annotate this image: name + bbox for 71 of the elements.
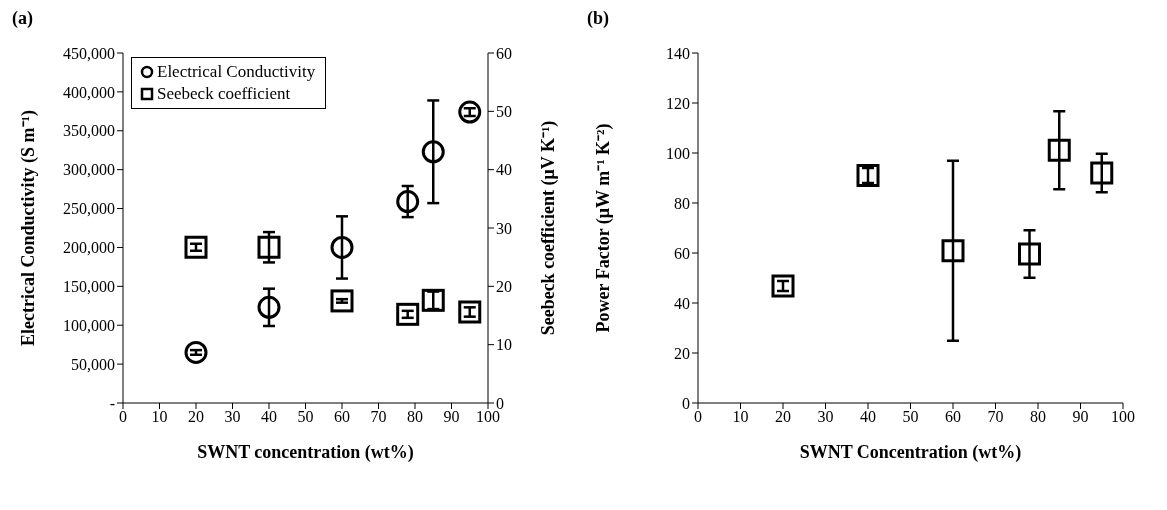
x-tick-label: 0 bbox=[694, 408, 702, 426]
y-tick-label: 200,000 bbox=[63, 239, 115, 257]
x-tick-label: 30 bbox=[224, 408, 241, 426]
y-tick-label: 80 bbox=[674, 194, 690, 212]
y2-axis-title: Seebeck coefficient (μV K⁻¹) bbox=[538, 120, 560, 336]
y-tick-label: 140 bbox=[666, 44, 690, 62]
y-tick-label: 350,000 bbox=[63, 122, 115, 140]
y-tick-label: 50,000 bbox=[71, 355, 115, 373]
y-tick-label: 100 bbox=[666, 144, 690, 162]
legend-label: Seebeck coefficient bbox=[157, 83, 291, 105]
x-tick-label: 90 bbox=[443, 408, 460, 426]
x-tick-label: 90 bbox=[1072, 408, 1089, 426]
y2-tick-label: 40 bbox=[496, 161, 512, 179]
point bbox=[257, 295, 281, 319]
x-tick-label: 60 bbox=[945, 408, 961, 426]
x-tick-label: 40 bbox=[261, 408, 277, 426]
point bbox=[771, 274, 795, 298]
x-tick-label: 80 bbox=[1030, 408, 1046, 426]
chart-title: (a) bbox=[11, 8, 34, 30]
x-tick-label: 10 bbox=[151, 408, 168, 426]
x-tick-label: 20 bbox=[188, 408, 204, 426]
point bbox=[941, 239, 965, 263]
y2-tick-label: 60 bbox=[496, 44, 512, 62]
point bbox=[396, 302, 420, 326]
point bbox=[458, 300, 482, 324]
point bbox=[1018, 242, 1041, 266]
x-tick-label: 20 bbox=[775, 408, 791, 426]
y-tick-label: 150,000 bbox=[63, 278, 115, 296]
point bbox=[1090, 161, 1114, 185]
y-tick-label: 100,000 bbox=[63, 316, 115, 334]
x-axis-title: SWNT concentration (wt%) bbox=[197, 442, 414, 463]
x-tick-label: 10 bbox=[732, 408, 749, 426]
y-tick-label: 60 bbox=[674, 244, 690, 262]
point bbox=[330, 235, 354, 259]
y-tick-label: 400,000 bbox=[63, 83, 115, 101]
y2-tick-label: 20 bbox=[496, 278, 512, 296]
point bbox=[184, 340, 208, 364]
y-tick-label: - bbox=[109, 394, 115, 412]
x-tick-label: 70 bbox=[987, 408, 1004, 426]
point bbox=[330, 289, 354, 313]
x-tick-label: 100 bbox=[1111, 408, 1135, 426]
point bbox=[396, 190, 420, 214]
y-tick-label: 40 bbox=[674, 294, 690, 312]
chart-title: (b) bbox=[586, 8, 610, 30]
point bbox=[421, 288, 445, 312]
y-tick-label: 450,000 bbox=[63, 44, 115, 62]
point bbox=[421, 140, 445, 164]
y2-tick-label: 50 bbox=[496, 103, 512, 121]
point bbox=[184, 235, 208, 259]
point bbox=[458, 100, 482, 124]
y2-tick-label: 10 bbox=[496, 336, 512, 354]
point bbox=[1047, 138, 1071, 162]
x-tick-label: 80 bbox=[407, 408, 423, 426]
x-tick-label: 50 bbox=[902, 408, 919, 426]
x-tick-label: 50 bbox=[297, 408, 314, 426]
point bbox=[257, 235, 281, 259]
x-tick-label: 30 bbox=[817, 408, 834, 426]
y-axis-title: Electrical Conductivity (S m⁻¹) bbox=[18, 110, 40, 346]
y-tick-label: 120 bbox=[666, 94, 690, 112]
legend-label: Electrical Conductivity bbox=[157, 61, 316, 83]
x-tick-label: 40 bbox=[860, 408, 876, 426]
y-tick-label: 20 bbox=[674, 344, 690, 362]
y-tick-label: 300,000 bbox=[63, 161, 115, 179]
y-axis-title: Power Factor (μW m⁻¹ K⁻²) bbox=[593, 123, 615, 333]
x-tick-label: 70 bbox=[370, 408, 387, 426]
x-axis-title: SWNT Concentration (wt%) bbox=[799, 442, 1022, 463]
x-tick-label: 0 bbox=[119, 408, 127, 426]
y-tick-label: 0 bbox=[682, 394, 690, 412]
y2-tick-label: 30 bbox=[496, 219, 512, 237]
x-tick-label: 60 bbox=[334, 408, 350, 426]
y-tick-label: 250,000 bbox=[63, 200, 115, 218]
